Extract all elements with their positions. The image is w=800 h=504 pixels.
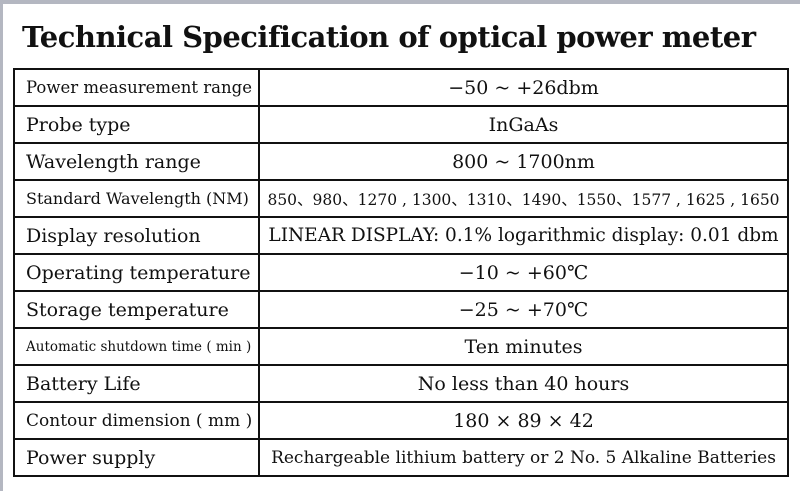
table-row: Storage temperature −25 ~ +70℃ [15,292,787,329]
table-row: Display resolution LINEAR DISPLAY: 0.1% l… [15,218,787,255]
spec-value: −50 ~ +26dbm [448,76,599,99]
table-row: Contour dimension ( mm ) 180 × 89 × 42 [15,403,787,440]
spec-value: LINEAR DISPLAY: 0.1% logarithmic display… [268,225,779,246]
spec-value: 180 × 89 × 42 [453,409,594,432]
table-row: Power measurement range −50 ~ +26dbm [15,70,787,107]
table-row: Standard Wavelength (NM) 850、980、1270 , 1… [15,181,787,218]
spec-label: Power measurement range [15,70,260,105]
spec-value: Ten minutes [464,335,583,358]
table-row: Automatic shutdown time ( min ) Ten minut… [15,329,787,366]
spec-label: Standard Wavelength (NM) [15,181,260,216]
spec-value: InGaAs [488,113,559,136]
left-edge-strip [0,0,3,491]
spec-table: Power measurement range −50 ~ +26dbm Probe… [13,68,789,477]
table-row: Probe type InGaAs [15,107,787,144]
table-row: Power supply Rechargeable lithium battery… [15,440,787,475]
table-row: Wavelength range 800 ~ 1700nm [15,144,787,181]
spec-label: Probe type [15,107,260,142]
spec-label: Battery Life [15,366,260,401]
table-row: Battery Life No less than 40 hours [15,366,787,403]
spec-label: Wavelength range [15,144,260,179]
spec-value: Rechargeable lithium battery or 2 No. 5 … [271,447,776,468]
spec-label: Automatic shutdown time ( min ) [15,329,260,364]
spec-label: Display resolution [15,218,260,253]
table-row: Operating temperature −10 ~ +60℃ [15,255,787,292]
spec-value: No less than 40 hours [417,372,630,395]
spec-value: 850、980、1270 , 1300、1310、1490、1550、1577 … [267,190,780,209]
spec-value: −10 ~ +60℃ [458,261,589,284]
spec-value: 800 ~ 1700nm [452,150,595,173]
spec-value: −25 ~ +70℃ [458,298,589,321]
top-edge-strip [0,0,800,4]
spec-label: Operating temperature [15,255,260,290]
spec-label: Storage temperature [15,292,260,327]
page-title: Technical Specification of optical power… [22,20,756,54]
spec-label: Contour dimension ( mm ) [15,403,260,438]
spec-label: Power supply [15,440,260,475]
